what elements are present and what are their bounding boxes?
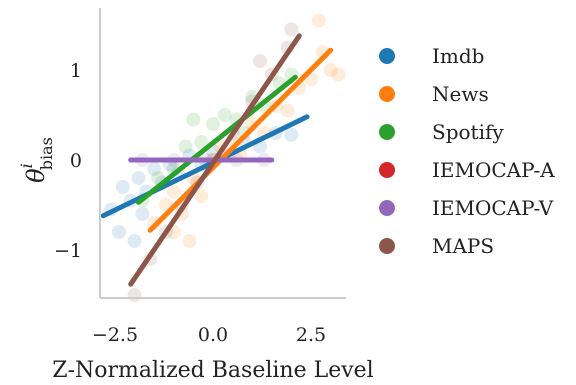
regression-lines-layer [100,33,334,287]
legend-label-spotify: Spotify [432,120,504,144]
scatter-point-imdb [127,234,142,248]
fit-line-maps [128,33,302,287]
scatter-point-spotify [194,135,209,149]
scatter-point-news [280,103,295,118]
scatter-point-maps [284,22,299,37]
legend-label-news: News [432,82,489,106]
scatter-point-news [182,234,197,248]
x-tick-label: −2.5 [92,324,138,346]
legend-label-iemocap-a: IEMOCAP-A [432,158,555,182]
legend-marker-iemocap-v [379,200,395,216]
axes [99,8,346,299]
scatter-point-spotify [206,117,220,131]
scatter-point-news [311,13,326,28]
legend-label-maps: MAPS [432,234,494,258]
scatter-point-spotify [186,112,201,127]
scatter-point-imdb [115,180,130,194]
y-axis-label: θibias [17,137,56,183]
legend-marker-maps [379,238,395,254]
legend-marker-imdb [379,48,395,64]
y-axis-label-subscript: bias [37,137,56,170]
y-tick-label: −1 [54,240,82,262]
scatter-point-spotify [217,108,232,122]
y-axis-label-symbol: θ [22,168,50,183]
fit-line-imdb [100,114,310,219]
svg-text:θibias: θibias [17,137,56,183]
y-tick-label: 1 [70,60,82,82]
fit-line-news [147,47,334,233]
y-tick-label: 0 [70,150,82,172]
x-axis-label: Z-Normalized Baseline Level [52,358,373,383]
scatter-point-imdb [284,127,299,142]
legend-marker-iemocap-a [379,162,395,178]
scatter-point-imdb [135,207,150,221]
scatter-point-imdb [131,171,146,185]
scatter-point-imdb [147,162,162,176]
x-tick-label: 2.5 [296,324,326,346]
scatter-point-news [323,63,338,77]
y-axis-label-superscript: i [17,163,36,168]
scatter-point-news [331,67,346,82]
scatter-point-news [166,184,181,199]
legend-label-imdb: Imdb [432,44,484,68]
legend-label-iemocap-v: IEMOCAP-V [432,196,554,220]
fit-line-spotify [136,74,298,205]
legend-marker-news [379,86,395,102]
scatter-point-spotify [178,139,193,154]
scatter-point-maps [253,54,268,68]
scatter-point-maps [127,288,142,302]
legend-marker-spotify [379,124,395,140]
legend: Imdb News Spotify IEMOCAP-A IEMOCAP-V MAPS [379,44,555,258]
x-tick-label: 0.0 [198,324,228,346]
scatter-point-imdb [111,225,126,239]
tick-labels: −2.5 0.0 2.5 −1 0 1 [54,60,326,346]
scatter-point-news [194,189,209,203]
